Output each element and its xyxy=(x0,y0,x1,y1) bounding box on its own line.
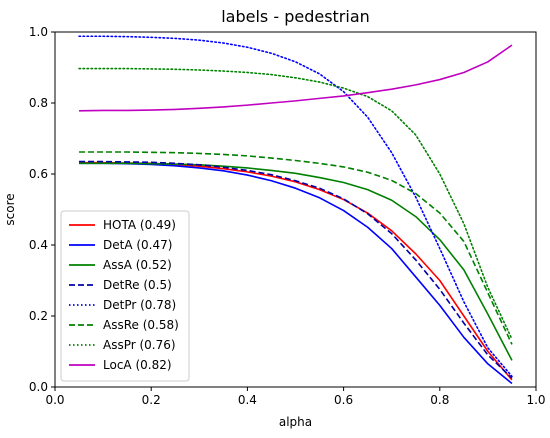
x-tick-label: 0.2 xyxy=(142,393,161,407)
x-tick-label: 1.0 xyxy=(526,393,545,407)
y-axis-ticks: 0.0 0.2 0.4 0.6 0.8 1.0 xyxy=(29,25,55,394)
legend-label: AssA (0.52) xyxy=(103,258,172,272)
legend-box xyxy=(60,210,190,382)
x-axis-ticks: 0.0 0.2 0.4 0.6 0.8 1.0 xyxy=(45,387,546,407)
x-tick-label: 0.8 xyxy=(430,393,449,407)
plot-lines xyxy=(78,35,513,385)
legend-label: DetPr (0.78) xyxy=(103,298,176,312)
legend-label: AssPr (0.76) xyxy=(103,338,176,352)
y-tick-label: 0.0 xyxy=(29,380,48,394)
legend-label: DetRe (0.5) xyxy=(103,278,172,292)
y-tick-label: 0.4 xyxy=(29,238,48,252)
y-axis-label: score xyxy=(3,193,17,225)
plot-frame xyxy=(54,31,537,388)
series-line-3 xyxy=(79,160,513,379)
series-line-5 xyxy=(79,151,513,345)
x-tick-label: 0.6 xyxy=(334,393,353,407)
series-line-4 xyxy=(78,35,513,378)
series-line-7 xyxy=(79,44,513,112)
x-axis-label: alpha xyxy=(279,415,312,429)
series-line-2 xyxy=(79,162,513,361)
legend-label: HOTA (0.49) xyxy=(103,218,176,232)
y-tick-label: 0.2 xyxy=(29,309,48,323)
series-line-6 xyxy=(78,67,513,340)
x-tick-label: 0.0 xyxy=(45,393,64,407)
legend: HOTA (0.49) DetA (0.47) AssA (0.52) DetRe (… xyxy=(60,210,190,382)
legend-label: AssRe (0.58) xyxy=(103,318,179,332)
y-tick-label: 1.0 xyxy=(29,25,48,39)
chart-title: labels - pedestrian xyxy=(221,7,370,26)
y-tick-label: 0.6 xyxy=(29,167,48,181)
x-tick-label: 0.4 xyxy=(238,393,257,407)
legend-label: DetA (0.47) xyxy=(103,238,172,252)
legend-label: LocA (0.82) xyxy=(103,358,172,372)
y-tick-label: 0.8 xyxy=(29,96,48,110)
